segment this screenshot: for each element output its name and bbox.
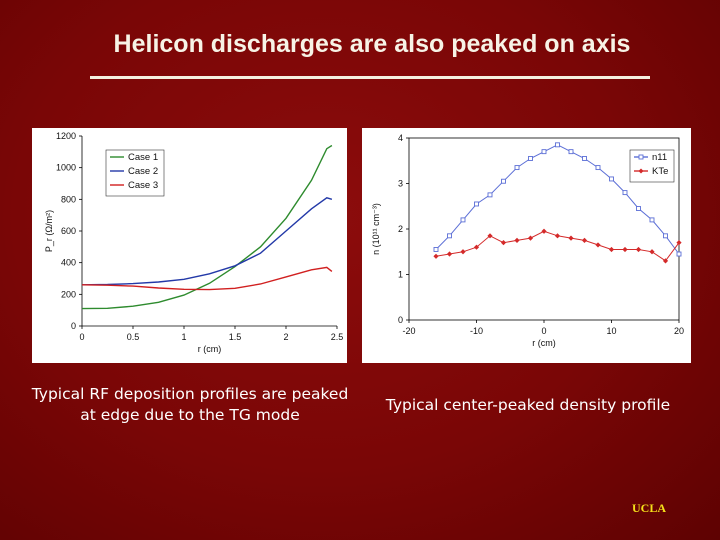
x-tick-label: 10 [606,326,616,336]
data-point-n11 [501,178,506,184]
x-tick-label: 0.5 [127,332,140,342]
legend-label-case-1: Case 1 [128,152,158,163]
data-point-kte [527,235,534,241]
data-point-kte [649,249,655,255]
rf-deposition-chart: 0 0.5 1 1.5 2 2.5 0 200 400 600 800 1000 1200 r (cm) P… [32,128,347,363]
y-tick-label: 1000 [56,163,76,173]
data-point-n11 [528,156,533,161]
y-tick-label: 1 [398,270,403,280]
legend-marker-n11 [638,154,644,160]
x-tick-label: 2.5 [331,332,344,342]
data-point-kte [487,233,493,239]
data-point-kte [635,246,642,253]
x-tick-label: 20 [674,326,684,336]
legend-label-case-2: Case 2 [128,166,158,177]
data-point-kte [446,251,453,257]
y-tick-label: 4 [398,133,403,143]
data-point-n11 [622,190,628,196]
series-line-case-2 [81,197,333,286]
data-point-kte [568,235,574,241]
legend-marker-kte [638,168,644,174]
data-point-kte [554,233,561,239]
data-point-n11 [609,176,614,182]
data-point-kte [541,228,547,234]
x-tick-label: 1 [181,332,186,342]
y-tick-label: 800 [61,194,76,204]
data-point-n11 [433,247,439,252]
x-axis-title: r (cm) [532,338,556,348]
data-point-n11 [595,165,601,171]
data-point-n11 [555,142,560,148]
y-axis-title: P_r (Ω/m²) [44,210,54,252]
data-point-n11 [447,233,452,239]
series-line-case-3 [81,266,333,291]
y-tick-label: 200 [61,289,76,299]
y-tick-label: 0 [398,315,403,325]
density-profile-chart: -20 -10 0 10 20 0 1 2 3 4 r (cm) n (10¹¹ cm⁻³) n11 KT… [362,128,691,363]
data-point-kte [500,240,507,246]
y-axis-title: n (10¹¹ cm⁻³) [371,203,381,255]
title-underline [90,76,650,79]
series-line-case-1 [81,144,333,310]
data-point-n11 [514,165,520,171]
caption-density-profile: Typical center-peaked density profile [385,396,671,414]
data-point-n11 [460,217,466,223]
data-point-n11 [474,201,479,207]
x-tick-label: 2 [283,332,288,342]
data-point-kte [676,240,682,246]
legend-box [629,149,675,183]
data-point-kte [473,244,480,250]
data-point-n11 [541,149,547,155]
y-tick-label: 3 [398,179,403,189]
data-point-kte [460,249,466,255]
data-point-n11 [676,251,682,257]
data-point-kte [622,246,628,253]
data-point-kte [595,242,601,248]
x-tick-label: 1.5 [229,332,242,342]
data-point-kte [581,237,588,243]
y-tick-label: 1200 [56,131,76,141]
data-point-kte [608,246,615,253]
data-point-n11 [487,192,493,198]
y-tick-label: 400 [61,258,76,268]
caption-rf-deposition: Typical RF deposition profiles are peake… [31,385,349,424]
data-point-n11 [649,217,655,223]
y-tick-label: 600 [61,226,76,236]
data-point-kte [433,253,439,259]
data-point-n11 [663,233,668,239]
slide-title: Helicon discharges are also peaked on ax… [113,30,631,58]
rf-deposition-chart-svg: 0 0.5 1 1.5 2 2.5 0 200 400 600 800 1000 1200 r (cm) P… [44,131,344,354]
data-point-kte [514,237,520,243]
x-axis-title: r (cm) [198,344,222,354]
data-point-n11 [582,156,587,161]
data-point-n11 [568,149,574,155]
y-tick-label: 0 [71,321,76,331]
x-tick-label: -10 [470,326,483,336]
data-point-n11 [636,206,641,211]
x-tick-label: 0 [79,332,84,342]
y-tick-label: 2 [398,224,403,234]
legend-label-case-3: Case 3 [128,180,158,191]
x-tick-label: 0 [541,326,546,336]
ucla-logo-text: UCLA [632,501,667,515]
density-profile-chart-svg: -20 -10 0 10 20 0 1 2 3 4 r (cm) n (10¹¹ cm⁻³) n11 KT… [371,133,684,348]
legend-label-n11: n11 [652,152,667,163]
legend-label-kte: KTe [652,166,668,177]
x-tick-label: -20 [402,326,415,336]
